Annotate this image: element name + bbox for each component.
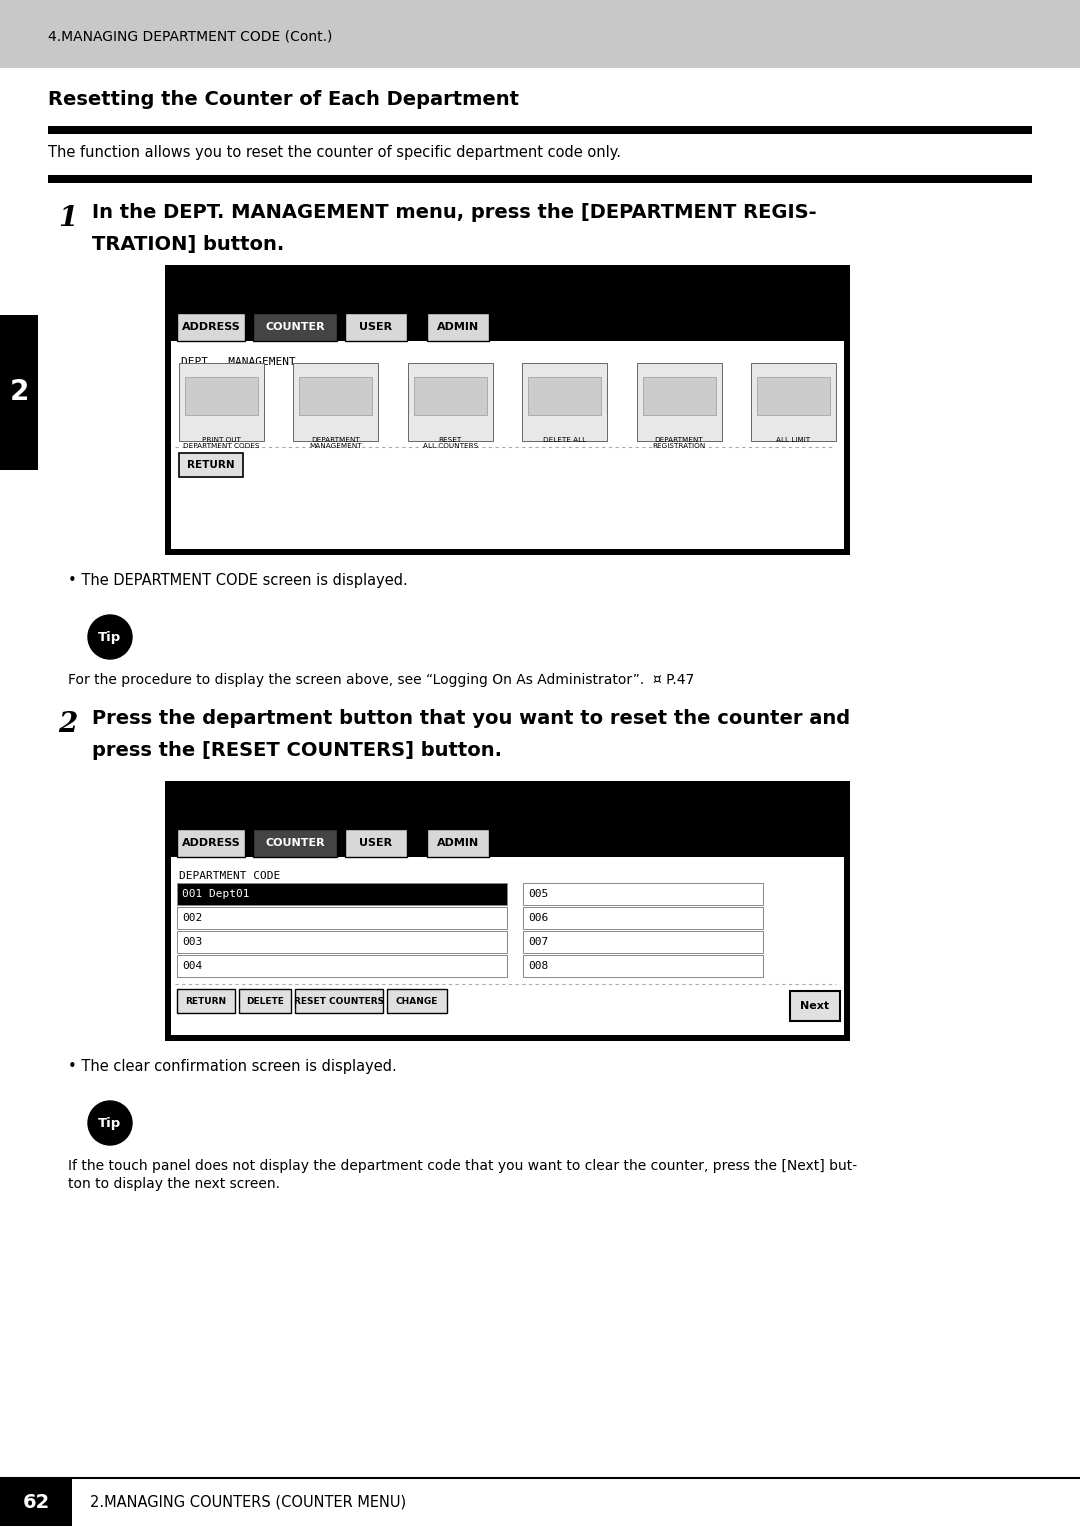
Text: RETURN: RETURN bbox=[186, 996, 227, 1006]
Text: • The DEPARTMENT CODE screen is displayed.: • The DEPARTMENT CODE screen is displaye… bbox=[68, 572, 408, 588]
Bar bbox=[48, 127, 1032, 134]
Circle shape bbox=[87, 615, 132, 659]
Text: ADDRESS: ADDRESS bbox=[181, 838, 241, 848]
Text: 2.MANAGING COUNTERS (COUNTER MENU): 2.MANAGING COUNTERS (COUNTER MENU) bbox=[90, 1494, 406, 1509]
Text: In the DEPT. MANAGEMENT menu, press the [DEPARTMENT REGIS-: In the DEPT. MANAGEMENT menu, press the … bbox=[92, 203, 816, 221]
Bar bbox=[757, 377, 831, 415]
Text: If the touch panel does not display the department code that you want to clear t: If the touch panel does not display the … bbox=[68, 1160, 858, 1173]
Bar bbox=[523, 906, 762, 929]
Text: COUNTER: COUNTER bbox=[266, 322, 325, 333]
Text: 2: 2 bbox=[58, 711, 78, 739]
Bar bbox=[177, 906, 507, 929]
Text: USER: USER bbox=[360, 838, 392, 848]
Bar bbox=[177, 955, 507, 977]
Text: The function allows you to reset the counter of specific department code only.: The function allows you to reset the cou… bbox=[48, 145, 621, 160]
Text: 005: 005 bbox=[528, 890, 549, 899]
Bar bbox=[177, 989, 235, 1013]
Text: CHANGE: CHANGE bbox=[395, 996, 438, 1006]
Text: Resetting the Counter of Each Department: Resetting the Counter of Each Department bbox=[48, 90, 519, 108]
Text: COUNTER: COUNTER bbox=[266, 838, 325, 848]
Bar bbox=[253, 313, 337, 340]
Text: Tip: Tip bbox=[98, 1117, 122, 1129]
Bar bbox=[387, 989, 447, 1013]
Bar bbox=[177, 931, 507, 954]
Bar bbox=[523, 884, 762, 905]
Text: 007: 007 bbox=[528, 937, 549, 948]
Bar bbox=[523, 955, 762, 977]
Bar bbox=[295, 989, 383, 1013]
Bar bbox=[165, 266, 850, 555]
Bar bbox=[177, 313, 245, 340]
Text: DELETE ALL: DELETE ALL bbox=[543, 436, 586, 443]
Text: ALL LIMIT: ALL LIMIT bbox=[777, 436, 811, 443]
Text: 001 Dept01: 001 Dept01 bbox=[183, 890, 249, 899]
Bar bbox=[294, 363, 378, 441]
Bar bbox=[177, 884, 507, 905]
Text: 4.MANAGING DEPARTMENT CODE (Cont.): 4.MANAGING DEPARTMENT CODE (Cont.) bbox=[48, 29, 333, 43]
Bar bbox=[751, 363, 836, 441]
Text: ADMIN: ADMIN bbox=[437, 838, 480, 848]
Bar bbox=[345, 829, 407, 858]
Text: ADDRESS: ADDRESS bbox=[181, 322, 241, 333]
Text: RESET
ALL COUNTERS: RESET ALL COUNTERS bbox=[422, 436, 478, 450]
Text: For the procedure to display the screen above, see “Logging On As Administrator”: For the procedure to display the screen … bbox=[68, 673, 694, 687]
Text: 006: 006 bbox=[528, 913, 549, 923]
Text: RETURN: RETURN bbox=[187, 459, 234, 470]
Bar bbox=[299, 377, 373, 415]
Text: 002: 002 bbox=[183, 913, 202, 923]
Text: • The clear confirmation screen is displayed.: • The clear confirmation screen is displ… bbox=[68, 1059, 396, 1074]
Bar bbox=[523, 931, 762, 954]
Text: DELETE: DELETE bbox=[246, 996, 284, 1006]
Bar bbox=[179, 453, 243, 478]
Bar bbox=[523, 363, 607, 441]
Bar bbox=[414, 377, 487, 415]
Bar bbox=[427, 829, 489, 858]
Text: TRATION] button.: TRATION] button. bbox=[92, 235, 284, 253]
Bar bbox=[171, 340, 843, 549]
Text: 1: 1 bbox=[58, 204, 78, 232]
Bar bbox=[165, 781, 850, 1041]
Bar bbox=[48, 175, 1032, 183]
Bar bbox=[528, 377, 602, 415]
Bar bbox=[171, 858, 843, 1035]
Text: Next: Next bbox=[800, 1001, 829, 1012]
Bar bbox=[636, 363, 721, 441]
Bar bbox=[427, 313, 489, 340]
Circle shape bbox=[87, 1100, 132, 1144]
Bar bbox=[0, 1479, 72, 1526]
Text: Tip: Tip bbox=[98, 630, 122, 644]
Text: PRINT OUT
DEPARTMENT CODES: PRINT OUT DEPARTMENT CODES bbox=[184, 436, 260, 450]
Bar bbox=[253, 829, 337, 858]
Bar bbox=[239, 989, 291, 1013]
Bar bbox=[408, 363, 492, 441]
Text: DEPARTMENT
MANAGEMENT: DEPARTMENT MANAGEMENT bbox=[310, 436, 362, 450]
Text: 62: 62 bbox=[23, 1492, 50, 1511]
Bar bbox=[179, 363, 264, 441]
Bar bbox=[177, 829, 245, 858]
Text: 004: 004 bbox=[183, 961, 202, 971]
Bar bbox=[0, 1479, 1080, 1526]
Text: ADMIN: ADMIN bbox=[437, 322, 480, 333]
Bar bbox=[643, 377, 716, 415]
Text: DEPARTMENT
REGISTRATION: DEPARTMENT REGISTRATION bbox=[652, 436, 705, 450]
Text: DEPARTMENT CODE: DEPARTMENT CODE bbox=[179, 871, 280, 881]
Bar bbox=[789, 990, 840, 1021]
Text: 003: 003 bbox=[183, 937, 202, 948]
Text: press the [RESET COUNTERS] button.: press the [RESET COUNTERS] button. bbox=[92, 742, 502, 760]
Bar bbox=[345, 313, 407, 340]
Bar bbox=[0, 314, 38, 470]
Text: Press the department button that you want to reset the counter and: Press the department button that you wan… bbox=[92, 710, 850, 728]
Text: 008: 008 bbox=[528, 961, 549, 971]
Text: USER: USER bbox=[360, 322, 392, 333]
Bar bbox=[185, 377, 258, 415]
Text: DEPT.  MANAGEMENT: DEPT. MANAGEMENT bbox=[181, 357, 296, 366]
Text: ton to display the next screen.: ton to display the next screen. bbox=[68, 1177, 280, 1190]
Text: RESET COUNTERS: RESET COUNTERS bbox=[294, 996, 384, 1006]
Bar bbox=[0, 0, 1080, 69]
Text: 2: 2 bbox=[10, 378, 29, 406]
